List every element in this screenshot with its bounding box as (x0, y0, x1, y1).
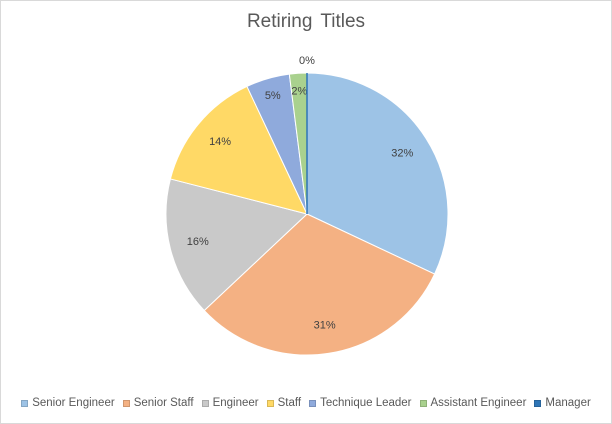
slice-senior-engineer (306, 72, 449, 275)
legend-label: Senior Engineer (32, 397, 115, 409)
pie-chart: 32% 31% 16% 14% 5% 2% 0% (165, 55, 449, 356)
chart-title: Retiring Titles (246, 11, 366, 32)
slice-staff (169, 85, 308, 215)
legend-label: Engineer (212, 397, 259, 409)
legend-item-assistant-engineer: Assistant Engineer (419, 397, 527, 409)
data-label-senior-engineer: 32% (391, 147, 413, 159)
legend-label: Technique Leader (320, 397, 412, 409)
legend-item-staff: Staff (266, 397, 302, 409)
legend-item-manager: Manager (534, 397, 591, 409)
legend-label: Manager (545, 397, 591, 409)
legend-swatch (201, 399, 209, 407)
legend-swatch (419, 399, 427, 407)
data-label-engineer: 16% (187, 236, 209, 248)
legend-item-technique-leader: Technique Leader (309, 397, 412, 409)
data-label-senior-staff: 31% (314, 319, 336, 331)
legend-label: Senior Staff (133, 397, 194, 409)
data-label-assistant-engineer: 2% (291, 85, 307, 97)
legend-swatch (21, 399, 29, 407)
legend-label: Staff (277, 397, 302, 409)
legend-swatch (122, 399, 130, 407)
legend-item-engineer: Engineer (201, 397, 259, 409)
data-label-technique-leader: 5% (265, 90, 281, 102)
slice-senior-staff (203, 213, 436, 356)
legend-item-senior-engineer: Senior Engineer (21, 397, 115, 409)
legend-swatch (534, 399, 542, 407)
legend-label: Assistant Engineer (430, 397, 527, 409)
legend-item-senior-staff: Senior Staff (122, 397, 194, 409)
legend-swatch (309, 399, 317, 407)
legend-swatch (266, 399, 274, 407)
legend: Senior Engineer Senior Staff Engineer Staff… (1, 397, 611, 409)
data-label-manager: 0% (299, 55, 315, 67)
slice-engineer (165, 178, 309, 312)
data-label-staff: 14% (209, 136, 231, 148)
